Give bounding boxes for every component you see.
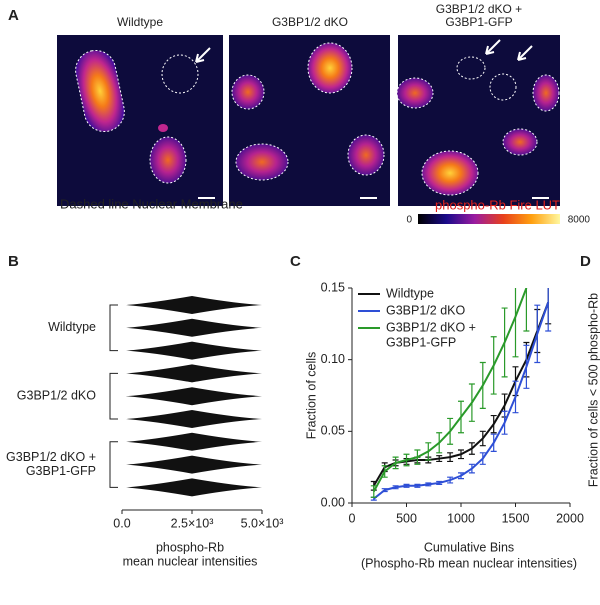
image-title: G3BP1/2 dKO + — [436, 2, 522, 16]
panel-letter: C — [290, 253, 301, 270]
swarm — [126, 478, 262, 497]
group-label: G3BP1/2 dKO — [17, 388, 96, 402]
swarm — [126, 341, 262, 360]
bracket — [109, 372, 118, 420]
x-tick-label: 1500 — [502, 511, 530, 525]
y-tick-label: 0.00 — [321, 495, 345, 509]
group-label: G3BP1/2 dKO + — [6, 450, 96, 464]
swarm — [126, 296, 262, 314]
swarm — [126, 410, 262, 428]
x-tick-label: 0 — [349, 511, 356, 525]
error-bar — [545, 288, 552, 332]
image-title: Wildtype — [117, 15, 163, 29]
panel-letter: A — [8, 7, 19, 24]
y-tick-label: 0.05 — [321, 424, 345, 438]
group-label: G3BP1-GFP — [26, 464, 96, 478]
legend-label: G3BP1-GFP — [386, 335, 456, 349]
bracket — [109, 441, 118, 488]
colorbar-min: 0 — [406, 215, 412, 226]
swarm — [126, 432, 262, 451]
y-tick-label: 0.15 — [321, 280, 345, 294]
axis-title: phospho-Rb — [156, 540, 224, 554]
panel-letter: B — [8, 253, 19, 270]
axis-title: mean nuclear intensities — [123, 554, 258, 568]
x-tick-label: 500 — [396, 511, 417, 525]
bracket — [109, 304, 118, 352]
group-label: Wildtype — [48, 320, 96, 334]
swarm — [126, 364, 262, 383]
axis-title: (Phospho-Rb mean nuclear intensities) — [361, 556, 577, 570]
line — [373, 302, 550, 500]
legend-label: G3BP1/2 dKO — [386, 303, 465, 317]
micrograph — [396, 35, 560, 206]
plot-area — [370, 288, 552, 501]
x-tick-label: 2000 — [556, 511, 584, 525]
error-bar — [523, 288, 530, 332]
swarm — [126, 387, 262, 406]
axis-title: Cumulative Bins — [424, 540, 514, 554]
lut-title: phospho-Rb Fire LUT — [435, 197, 560, 212]
swarm — [126, 318, 262, 337]
colorbar — [418, 214, 560, 224]
image-title: G3BP1/2 dKO — [272, 15, 348, 29]
line — [372, 288, 528, 493]
micrograph — [229, 35, 390, 206]
y-tick-label: 0.10 — [321, 352, 345, 366]
axis-title: Fraction of cells < 500 phospho-Rb — [586, 293, 600, 487]
legend-label: Wildtype — [386, 286, 434, 300]
panel-letter: D — [580, 253, 591, 270]
x-tick-label: 1000 — [447, 511, 475, 525]
image-title: G3BP1-GFP — [445, 15, 512, 29]
colorbar-max: 8000 — [568, 215, 591, 226]
swarm — [126, 455, 262, 474]
x-tick-label: 0.0 — [113, 516, 130, 530]
caption: Dashed line Nuclear Membrane — [60, 196, 243, 211]
x-tick-label: 2.5×10³ — [171, 516, 214, 530]
axis-title: Fraction of cells — [304, 352, 318, 440]
legend-label: G3BP1/2 dKO + — [386, 320, 476, 334]
x-tick-label: 5.0×10³ — [241, 516, 284, 530]
micrograph — [57, 35, 223, 206]
